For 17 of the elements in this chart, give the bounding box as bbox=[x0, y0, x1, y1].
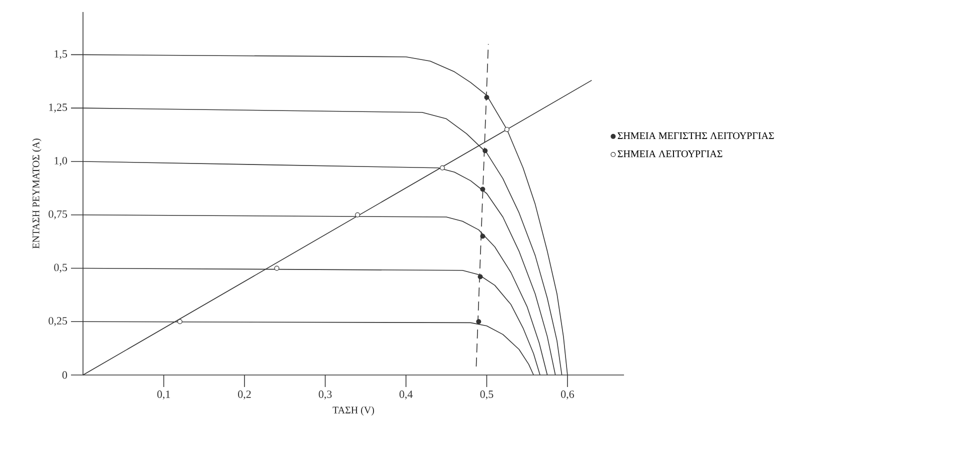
y-tick-label: 0,75 bbox=[48, 210, 68, 220]
x-tick-label: 0,4 bbox=[400, 390, 413, 400]
legend-label: ΣΗΜΕΙΑ ΛΕΙΤΟΥΡΓΙΑΣ bbox=[618, 150, 722, 158]
legend-label: ΣΗΜΕΙΑ ΜΕΓΙΣΤΗΣ ΛΕΙΤΟΥΡΓΙΑΣ bbox=[618, 132, 774, 140]
x-tick-label: 0,5 bbox=[480, 390, 494, 400]
x-tick-label: 0,2 bbox=[238, 390, 251, 400]
y-tick-label: 1,5 bbox=[54, 50, 68, 60]
x-tick-label: 0,1 bbox=[157, 390, 170, 400]
x-axis-title: ΤΑΣΗ (V) bbox=[332, 406, 374, 416]
y-axis-title: ΕΝΤΑΣΗ ΡΕΥΜΑΤΟΣ (A) bbox=[32, 138, 42, 249]
y-tick-label: 1,0 bbox=[54, 156, 68, 166]
y-tick-label: 0,5 bbox=[54, 264, 68, 273]
y-tick-label: 1,25 bbox=[49, 104, 68, 113]
y-tick-label: 0 bbox=[62, 371, 68, 379]
x-tick-label: 0,3 bbox=[318, 390, 332, 400]
y-tick-label: 0,25 bbox=[48, 317, 68, 326]
x-tick-label: 0,6 bbox=[561, 390, 574, 400]
